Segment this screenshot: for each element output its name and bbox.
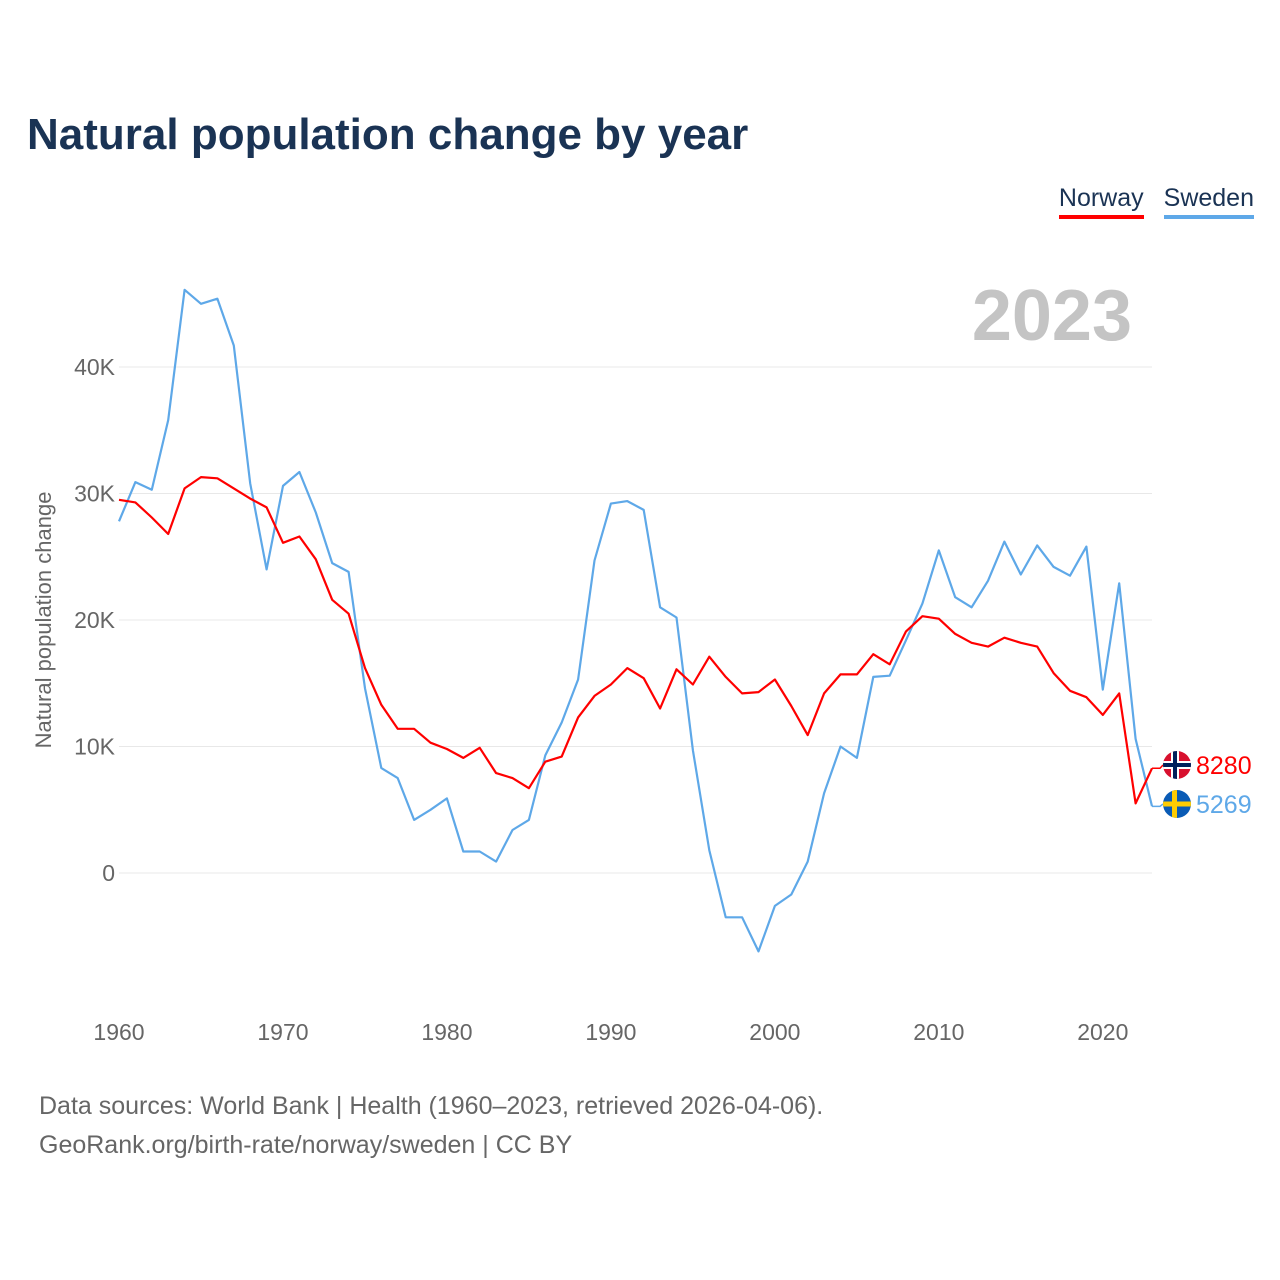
x-tick-label: 1990 bbox=[585, 1019, 636, 1045]
y-tick-label: 40K bbox=[74, 354, 116, 380]
legend: Norway Sweden bbox=[1058, 184, 1254, 219]
end-connector bbox=[1152, 803, 1164, 808]
footer: Data sources: World Bank | Health (1960–… bbox=[39, 1087, 823, 1165]
x-tick-label: 1970 bbox=[257, 1019, 308, 1045]
x-tick-label: 2020 bbox=[1077, 1019, 1128, 1045]
x-tick-label: 2000 bbox=[749, 1019, 800, 1045]
chart-title: Natural population change by year bbox=[27, 110, 749, 159]
y-tick-label: 0 bbox=[102, 860, 115, 886]
current-year-label: 2023 bbox=[972, 276, 1132, 356]
end-value-label-norway: 8280 bbox=[1196, 752, 1252, 780]
legend-norway[interactable]: Norway bbox=[1058, 184, 1144, 219]
data-source-text: Data sources: World Bank | Health (1960–… bbox=[39, 1092, 824, 1120]
x-tick-label: 1980 bbox=[421, 1019, 472, 1045]
norway-flag-icon bbox=[1163, 751, 1191, 779]
y-axis-label: Natural population change bbox=[31, 492, 56, 749]
x-tick-label: 2010 bbox=[913, 1019, 964, 1045]
end-value-label-sweden: 5269 bbox=[1196, 791, 1252, 819]
series-line-sweden bbox=[117, 288, 1154, 953]
series-line-norway bbox=[118, 476, 1153, 805]
y-tick-label: 10K bbox=[74, 734, 116, 760]
sweden-flag-icon bbox=[1163, 790, 1191, 818]
source-link[interactable]: GeoRank.org/birth-rate/norway/sweden | C… bbox=[39, 1131, 573, 1159]
end-connector bbox=[1152, 764, 1164, 770]
x-tick-label: 1960 bbox=[93, 1019, 144, 1045]
legend-sweden[interactable]: Sweden bbox=[1163, 184, 1254, 219]
y-tick-label: 20K bbox=[74, 607, 116, 633]
y-tick-label: 30K bbox=[74, 481, 116, 507]
